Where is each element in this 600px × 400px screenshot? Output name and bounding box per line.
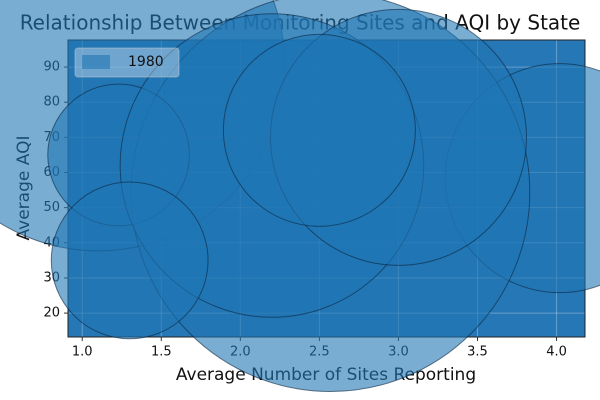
bubble <box>50 181 209 340</box>
bubble <box>222 33 416 227</box>
x-tick-label: 1.0 <box>72 345 93 360</box>
legend-label: 1980 <box>128 54 164 70</box>
y-tick-label: 20 <box>43 306 60 321</box>
x-tick-label: 3.5 <box>467 345 488 360</box>
legend-swatch <box>82 55 110 69</box>
x-tick-label: 1.5 <box>151 345 172 360</box>
x-tick-label: 4.0 <box>546 345 567 360</box>
